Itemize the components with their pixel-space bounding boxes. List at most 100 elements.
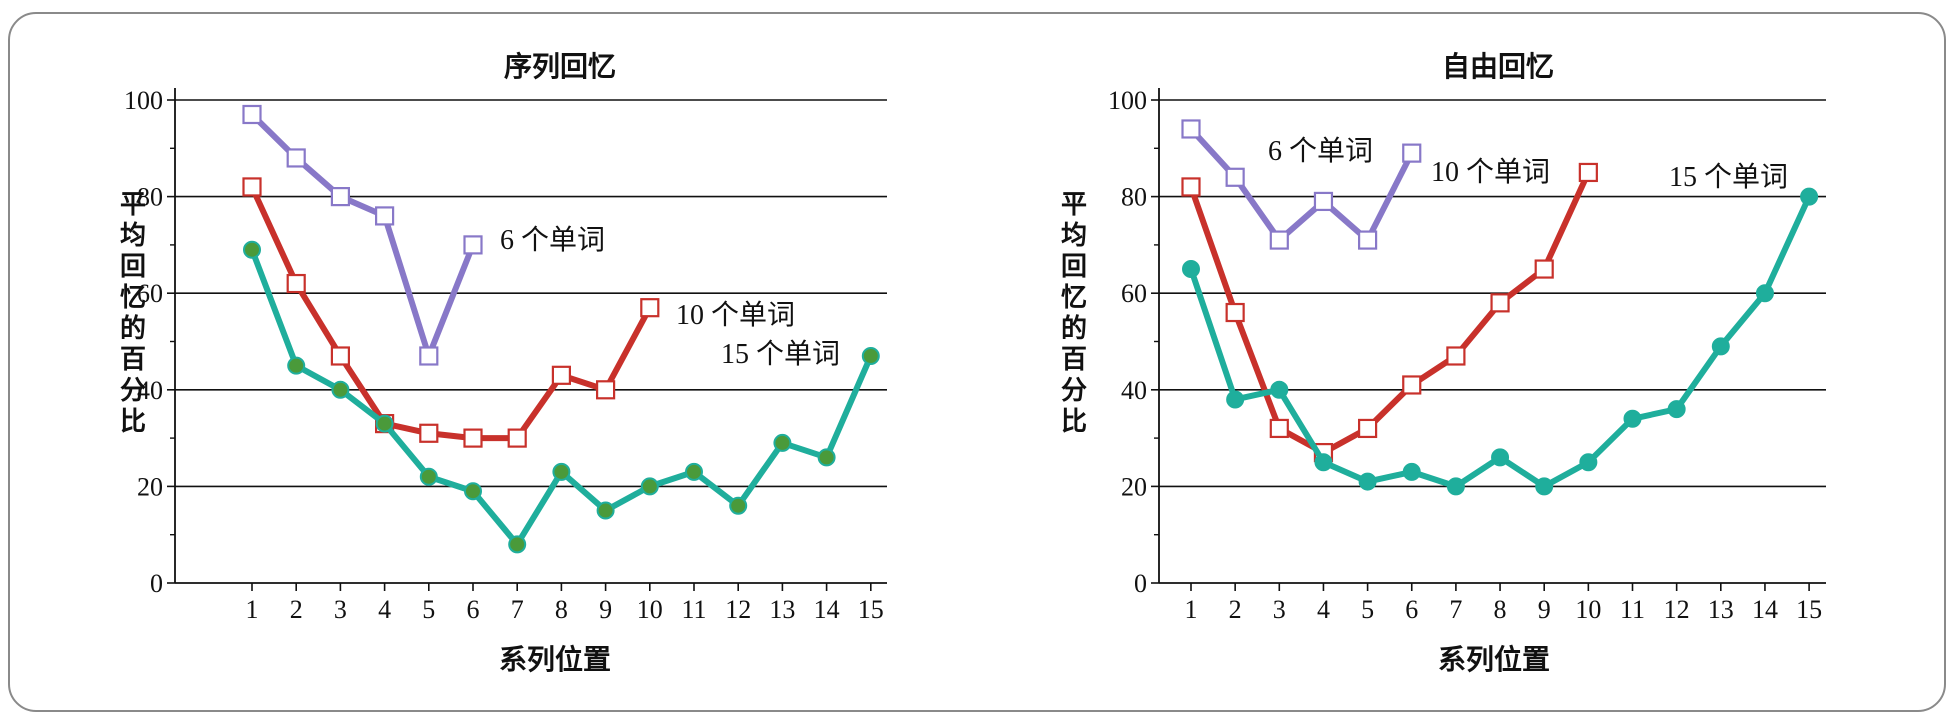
data-point [1534,259,1554,279]
x-tick-label: 8 [1494,595,1507,624]
y-tick-label: 20 [137,472,163,501]
data-point [286,273,306,294]
x-tick-label: 3 [334,595,347,624]
x-tick-label: 13 [1708,595,1734,624]
chart-title: 序列回忆 [504,50,616,83]
y-tick-label: 100 [1108,86,1147,115]
data-point [287,356,306,375]
data-point [242,177,262,197]
data-point [1314,453,1333,472]
data-point [551,365,572,385]
x-tick-label: 2 [1229,595,1242,624]
data-point [242,104,262,125]
series-label: 6 个单词 [500,224,605,256]
series-3: 15 个单词 [243,240,880,554]
data-point [464,482,482,501]
data-point [1269,418,1289,439]
data-point [1313,191,1334,212]
series-1: 6 个单词 [242,104,605,366]
x-tick-label: 4 [1317,595,1330,624]
data-point [1755,284,1774,303]
data-point [1225,167,1245,187]
y-tick-label: 20 [1121,472,1147,501]
series-2: 10 个单词 [1181,156,1598,463]
x-tick-label: 11 [681,595,706,624]
data-point [1402,143,1422,163]
data-point [1800,187,1819,206]
data-point [1490,293,1510,313]
figure-frame [8,12,1946,712]
data-point [1225,302,1245,323]
series-label: 15 个单词 [721,338,840,370]
data-point [419,423,439,443]
data-point [640,477,659,496]
x-tick-label: 12 [725,595,751,624]
x-tick-label: 4 [378,595,391,624]
data-point [507,428,527,448]
x-tick-label: 1 [1185,595,1198,624]
series-label: 10 个单词 [1431,156,1550,188]
y-tick-label: 40 [137,376,163,405]
data-point [596,501,615,520]
data-point [1181,177,1201,197]
x-tick-label: 11 [1620,595,1645,624]
x-axis-label: 系列位置 [499,643,611,676]
series-line [1188,169,1592,456]
data-point [685,462,703,481]
data-point [1491,448,1510,467]
x-tick-label: 9 [1538,595,1551,624]
y-tick-label: 100 [124,86,163,115]
x-tick-label: 9 [599,595,612,624]
series-line [249,111,476,359]
data-point [463,428,483,448]
series-label: 6 个单词 [1268,135,1373,167]
x-tick-label: 13 [769,595,795,624]
data-point [640,298,660,318]
series-1: 6 个单词 [1181,119,1422,250]
data-point [1579,453,1598,472]
data-point [330,187,350,207]
x-tick-label: 1 [246,595,259,624]
data-point [243,240,261,259]
series-2: 10 个单词 [242,177,795,448]
data-point [1270,380,1289,399]
x-tick-label: 10 [637,595,663,624]
data-point [1358,472,1377,491]
x-tick-label: 5 [1361,595,1374,624]
x-tick-label: 14 [1752,595,1778,624]
y-tick-label: 0 [150,569,163,598]
data-point [552,462,571,481]
data-point [419,346,439,366]
x-tick-label: 8 [555,595,568,624]
data-point [463,235,483,255]
data-point [330,346,350,366]
data-point [331,380,350,399]
data-point [817,448,836,467]
series-3: 15 个单词 [1182,161,1819,496]
y-tick-label: 80 [137,183,163,212]
data-point [1402,375,1422,395]
data-point [1667,400,1686,419]
data-point [773,433,792,452]
data-point [1357,418,1378,439]
y-tick-label: 60 [1121,279,1147,308]
data-point [1711,337,1730,356]
data-point [1357,230,1378,250]
x-tick-label: 7 [1449,595,1462,624]
x-tick-label: 2 [290,595,303,624]
x-tick-label: 15 [1796,595,1822,624]
data-point [375,206,395,226]
x-tick-label: 3 [1273,595,1286,624]
data-point [508,535,527,554]
x-tick-label: 12 [1664,595,1690,624]
x-tick-label: 6 [467,595,480,624]
x-tick-label: 7 [511,595,524,624]
data-point [729,496,748,515]
x-tick-label: 10 [1575,595,1601,624]
y-tick-label: 40 [1121,376,1147,405]
data-point [419,467,438,486]
data-point [1578,162,1598,183]
x-tick-label: 15 [858,595,884,624]
